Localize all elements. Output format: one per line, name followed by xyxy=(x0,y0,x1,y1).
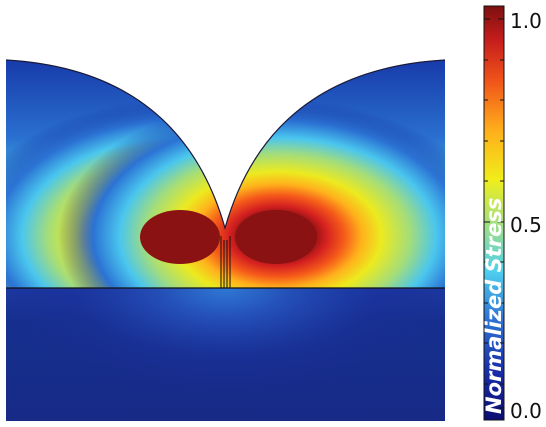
substrate-fan xyxy=(6,288,445,421)
colorbar-tick-label-max: 1.0 xyxy=(510,9,542,33)
colorbar-tick-label-mid: 0.5 xyxy=(510,213,542,237)
right-stress-lobe xyxy=(235,210,317,264)
upper-domain xyxy=(6,60,445,288)
colorbar-title: Normalized Stress xyxy=(482,198,506,414)
crack-lines xyxy=(220,236,231,288)
colorbar xyxy=(483,5,505,421)
colorbar-tick-label-min: 0.0 xyxy=(510,399,542,423)
domain-boundary xyxy=(5,59,446,231)
left-stress-lobe xyxy=(140,210,220,264)
colorbar-ticks xyxy=(484,18,504,409)
